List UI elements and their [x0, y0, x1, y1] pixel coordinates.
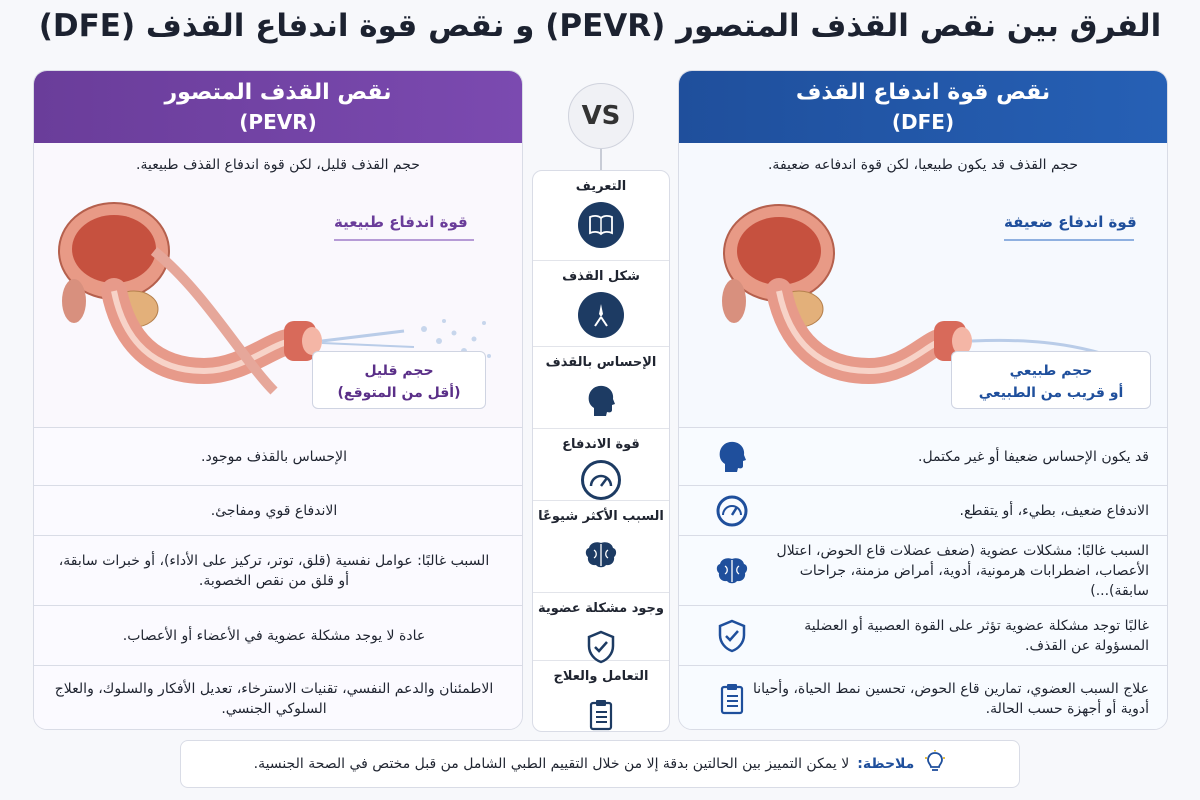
book-icon: [578, 202, 624, 248]
clipboard-icon: [578, 692, 624, 738]
pevr-treatment-text: الاطمئنان والدعم النفسي، تقنيات الاسترخا…: [54, 680, 494, 717]
criterion-ejaculation-shape: شكل القذف: [533, 261, 669, 347]
note-label: ملاحظة:: [857, 756, 915, 772]
clipboard-icon: [711, 678, 753, 720]
dfe-volume-main: حجم طبيعي: [1009, 363, 1093, 379]
gauge-icon: [581, 460, 621, 500]
criterion-label: الإحساس بالقذف: [545, 355, 657, 370]
dfe-cause-text: السبب غالبًا: مشكلات عضوية (ضعف عضلات قا…: [776, 542, 1149, 599]
dfe-panel: نقص قوة اندفاع القذف (DFE) حجم القذف قد …: [678, 70, 1168, 730]
criterion-treatment: التعامل والعلاج: [533, 661, 669, 731]
shield-check-icon: [711, 615, 753, 657]
criterion-common-cause: السبب الأكثر شيوعًا: [533, 501, 669, 593]
dfe-force-underline: [1004, 239, 1134, 241]
pevr-heading: نقص القذف المتصور: [164, 80, 392, 105]
criterion-definition: التعريف: [533, 171, 669, 261]
drops-icon: [578, 292, 624, 338]
pevr-cause-text: السبب غالبًا: عوامل نفسية (قلق، توتر، تر…: [58, 552, 490, 589]
anatomy-drawing: [58, 202, 322, 395]
pevr-row-cause: السبب غالبًا: عوامل نفسية (قلق، توتر، تر…: [34, 535, 522, 605]
note-box: ملاحظة: لا يمكن التمييز بين الحالتين بدق…: [180, 740, 1020, 788]
criterion-sensation: الإحساس بالقذف: [533, 347, 669, 429]
dfe-volume-sub: أو قريب من الطبيعي: [978, 385, 1124, 401]
criterion-label: السبب الأكثر شيوعًا: [538, 509, 664, 524]
lightbulb-icon: [924, 750, 946, 778]
dfe-row-cause: السبب غالبًا: مشكلات عضوية (ضعف عضلات قا…: [679, 535, 1167, 605]
brain-icon: [711, 550, 753, 592]
pevr-row-force: الاندفاع قوي ومفاجئ.: [34, 485, 522, 535]
dfe-treatment-text: علاج السبب العضوي، تمارين قاع الحوض، تحس…: [753, 680, 1149, 717]
criterion-label: قوة الاندفاع: [562, 437, 640, 452]
pevr-row-treatment: الاطمئنان والدعم النفسي، تقنيات الاسترخا…: [34, 665, 522, 729]
dfe-abbr: (DFE): [891, 110, 955, 134]
criterion-label: وجود مشكلة عضوية: [538, 601, 664, 616]
head-icon: [578, 378, 624, 424]
shield-check-icon: [578, 624, 624, 670]
pevr-force-tag: قوة اندفاع طبيعية: [334, 213, 468, 231]
pevr-sensation-text: الإحساس بالقذف موجود.: [201, 448, 347, 465]
dfe-row-treatment: علاج السبب العضوي، تمارين قاع الحوض، تحس…: [679, 665, 1167, 729]
pevr-volume-box: حجم قليل (أقل من المتوقع): [312, 351, 486, 409]
criterion-organic-problem: وجود مشكلة عضوية: [533, 593, 669, 664]
brain-icon: [578, 532, 624, 578]
gauge-icon: [711, 490, 753, 532]
criterion-label: التعريف: [575, 179, 627, 194]
dfe-force-tag: قوة اندفاع ضعيفة: [1004, 213, 1137, 231]
pevr-row-sensation: الإحساس بالقذف موجود.: [34, 427, 522, 485]
pevr-header: نقص القذف المتصور (PEVR): [34, 71, 522, 143]
dfe-force-text: الاندفاع ضعيف، بطيء، أو يتقطع.: [959, 502, 1150, 519]
pevr-force-underline: [334, 239, 474, 241]
dfe-organic-text: غالبًا توجد مشكلة عضوية تؤثر على القوة ا…: [804, 617, 1149, 654]
dfe-row-organic: غالبًا توجد مشكلة عضوية تؤثر على القوة ا…: [679, 605, 1167, 665]
pevr-anatomy-illustration: [58, 202, 491, 395]
dfe-anatomy-illustration: [722, 204, 1146, 393]
dfe-row-force: الاندفاع ضعيف، بطيء، أو يتقطع.: [679, 485, 1167, 535]
comparison-criteria: التعريف شكل القذف الإحساس بالقذف قوة الا…: [532, 170, 670, 732]
dfe-sensation-text: قد يكون الإحساس ضعيفا أو غير مكتمل.: [918, 448, 1149, 465]
dfe-volume-box: حجم طبيعي أو قريب من الطبيعي: [951, 351, 1151, 409]
pevr-force-text: الاندفاع قوي ومفاجئ.: [210, 502, 338, 519]
anatomy-drawing: [722, 204, 972, 385]
page-title: الفرق بين نقص القذف المتصور (PEVR) و نقص…: [38, 8, 1162, 44]
criterion-label: شكل القذف: [562, 269, 640, 284]
note-text: لا يمكن التمييز بين الحالتين بدقة إلا من…: [253, 756, 850, 772]
dfe-intro: حجم القذف قد يكون طبيعيا، لكن قوة اندفاع…: [767, 157, 1079, 173]
vs-badge: VS: [568, 83, 634, 149]
pevr-organic-text: عادة لا يوجد مشكلة عضوية في الأعضاء أو ا…: [122, 627, 426, 644]
pevr-row-organic: عادة لا يوجد مشكلة عضوية في الأعضاء أو ا…: [34, 605, 522, 665]
pevr-volume-main: حجم قليل: [364, 363, 434, 379]
criterion-label: التعامل والعلاج: [553, 669, 649, 684]
pevr-volume-sub: (أقل من المتوقع): [337, 385, 461, 401]
vs-connector: [600, 149, 602, 171]
head-icon: [711, 436, 753, 478]
dfe-row-sensation: قد يكون الإحساس ضعيفا أو غير مكتمل.: [679, 427, 1167, 485]
criterion-force: قوة الاندفاع: [533, 429, 669, 501]
pevr-intro: حجم القذف قليل، لكن قوة اندفاع القذف طبي…: [136, 157, 420, 173]
pevr-abbr: (PEVR): [239, 110, 317, 134]
dfe-heading: نقص قوة اندفاع القذف: [795, 80, 1051, 105]
pevr-panel: نقص القذف المتصور (PEVR) حجم القذف قليل،…: [33, 70, 523, 730]
dfe-header: نقص قوة اندفاع القذف (DFE): [679, 71, 1167, 143]
